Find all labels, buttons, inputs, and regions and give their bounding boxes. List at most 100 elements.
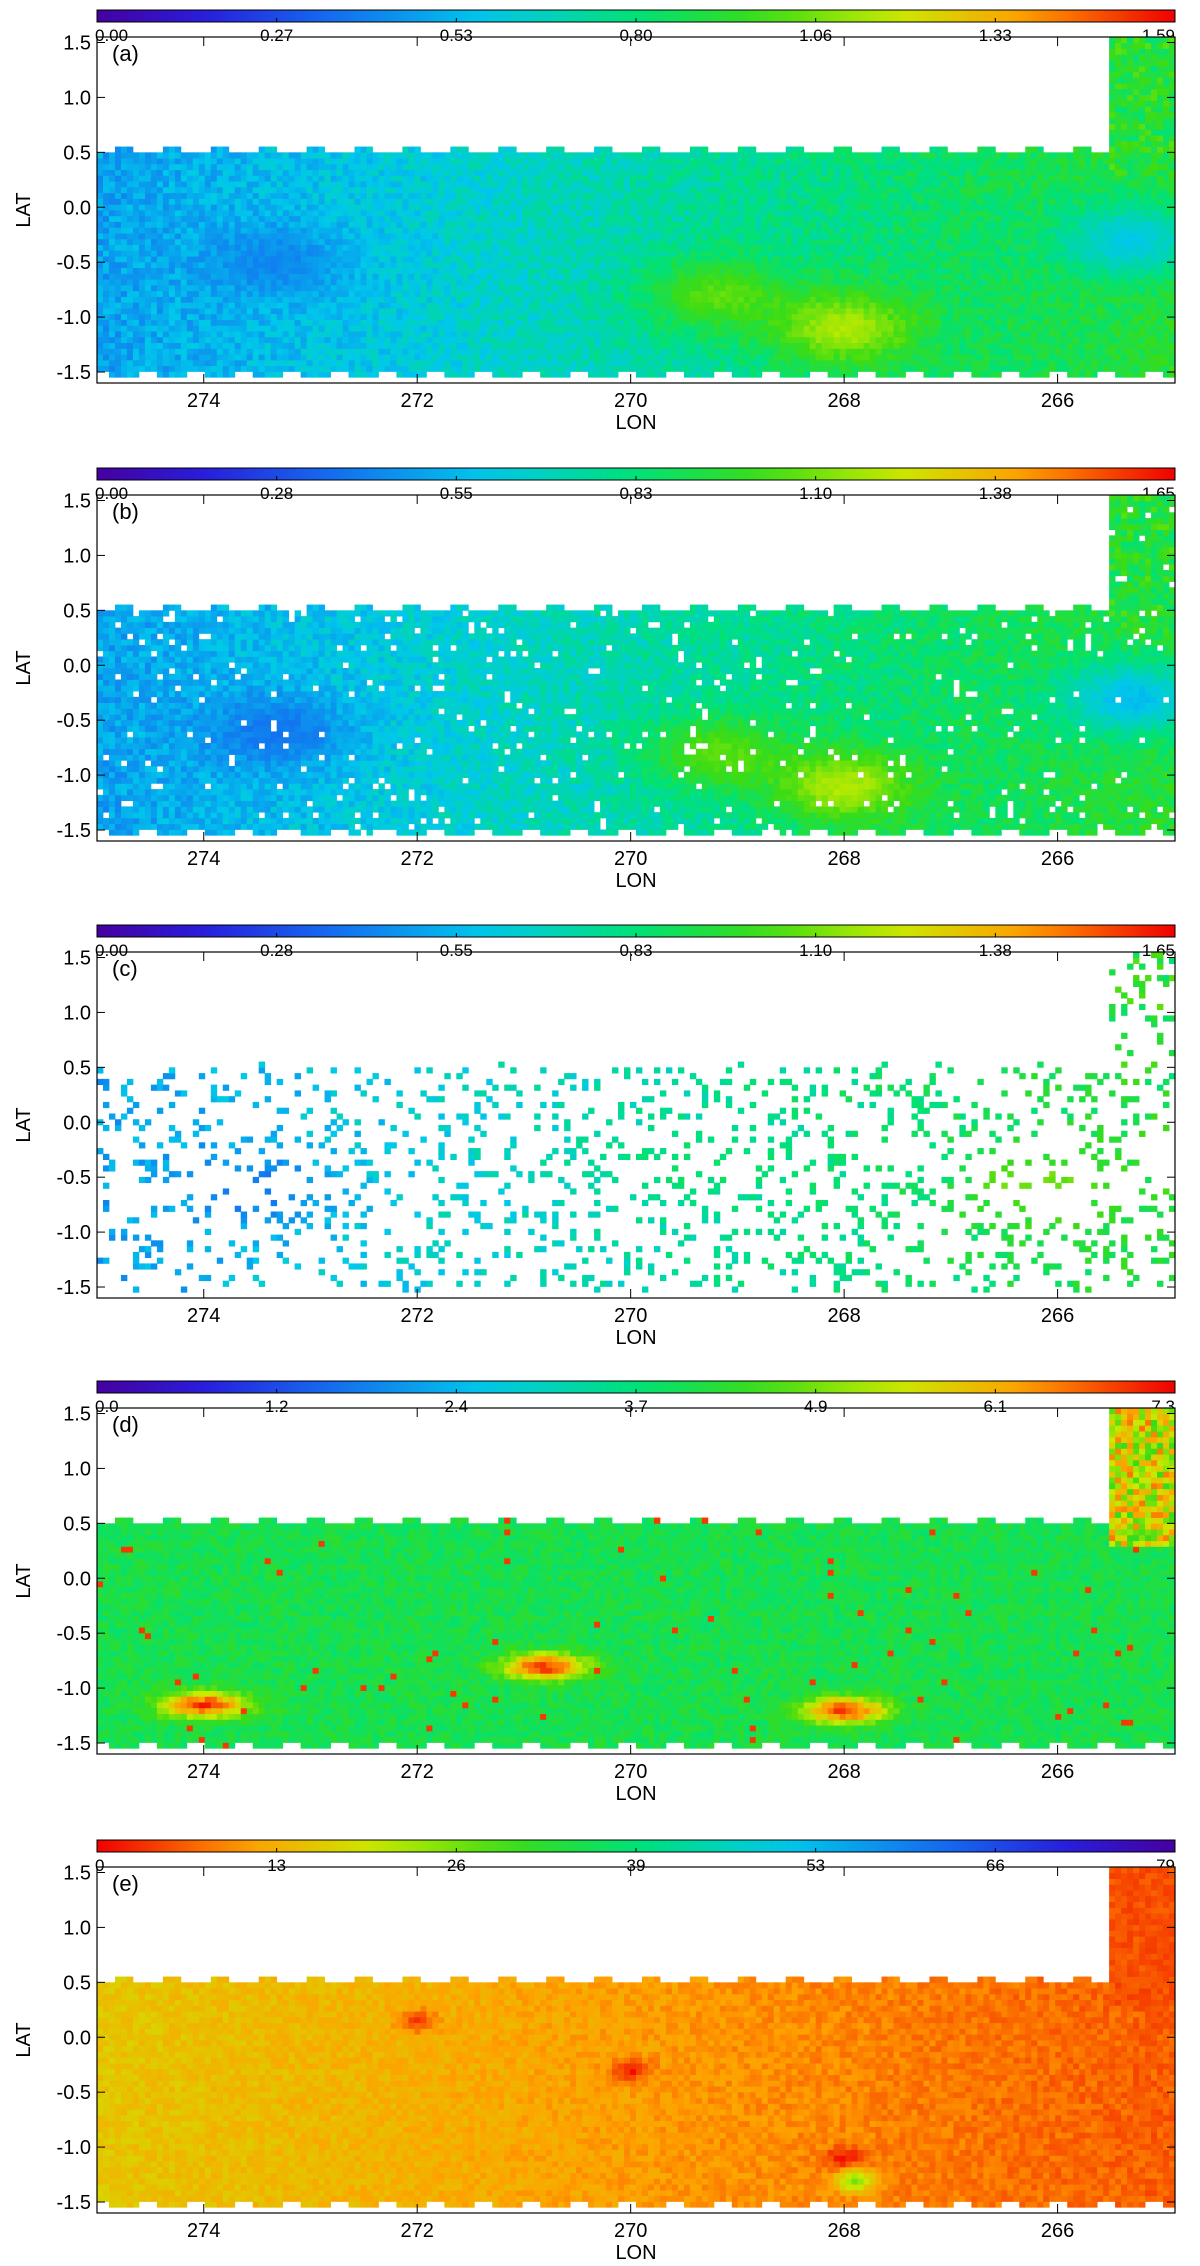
heatmap-cell bbox=[1037, 320, 1043, 326]
heatmap-cell bbox=[666, 348, 672, 354]
heatmap-cell bbox=[894, 371, 900, 377]
heatmap-cell bbox=[732, 314, 738, 320]
heatmap-cell bbox=[181, 366, 187, 372]
heatmap-cell bbox=[133, 360, 139, 366]
heatmap-cell bbox=[1163, 320, 1169, 326]
heatmap-cell bbox=[1061, 348, 1067, 354]
heatmap-cell bbox=[1115, 348, 1121, 354]
heatmap-cell bbox=[265, 366, 271, 372]
heatmap-cell bbox=[361, 360, 367, 366]
heatmap-cell bbox=[103, 320, 109, 326]
heatmap-cell bbox=[888, 320, 894, 326]
heatmap-cell bbox=[343, 354, 349, 360]
heatmap-cell bbox=[450, 314, 456, 320]
heatmap-cell bbox=[169, 320, 175, 326]
heatmap-cell bbox=[947, 325, 953, 331]
heatmap-cell bbox=[1079, 343, 1085, 349]
heatmap-cell bbox=[594, 314, 600, 320]
heatmap-cell bbox=[732, 343, 738, 349]
heatmap-cell bbox=[1151, 320, 1157, 326]
heatmap-cell bbox=[780, 325, 786, 331]
heatmap-cell bbox=[983, 371, 989, 377]
heatmap-cell bbox=[762, 331, 768, 337]
heatmap-cell bbox=[900, 360, 906, 366]
heatmap-cell bbox=[564, 325, 570, 331]
heatmap-cell bbox=[343, 366, 349, 372]
heatmap-cell bbox=[1019, 354, 1025, 360]
heatmap-cell bbox=[205, 320, 211, 326]
heatmap-cell bbox=[983, 348, 989, 354]
heatmap-cell bbox=[516, 371, 522, 377]
heatmap-cell bbox=[678, 366, 684, 372]
heatmap-cell bbox=[810, 343, 816, 349]
heatmap-cell bbox=[199, 337, 205, 343]
heatmap-cell bbox=[408, 325, 414, 331]
heatmap-cell bbox=[1025, 337, 1031, 343]
colorbar-tick-label: 1.06 bbox=[799, 26, 832, 45]
heatmap-cell bbox=[307, 325, 313, 331]
heatmap-cell bbox=[271, 366, 277, 372]
heatmap-cell bbox=[846, 325, 852, 331]
heatmap-cell bbox=[570, 314, 576, 320]
heatmap-cell bbox=[977, 360, 983, 366]
heatmap-cell bbox=[361, 314, 367, 320]
heatmap-cell bbox=[486, 366, 492, 372]
heatmap-cell bbox=[995, 354, 1001, 360]
heatmap-cell bbox=[983, 331, 989, 337]
heatmap-cell bbox=[1145, 348, 1151, 354]
heatmap-cell bbox=[1031, 360, 1037, 366]
heatmap-cell bbox=[1109, 354, 1115, 360]
heatmap-cell bbox=[1043, 360, 1049, 366]
heatmap-cell bbox=[900, 371, 906, 377]
heatmap-cell bbox=[864, 354, 870, 360]
heatmap-cell bbox=[367, 337, 373, 343]
heatmap-cell bbox=[917, 320, 923, 326]
heatmap-cell bbox=[528, 337, 534, 343]
heatmap-cell bbox=[792, 343, 798, 349]
heatmap-cell bbox=[235, 337, 241, 343]
heatmap-cell bbox=[313, 314, 319, 320]
heatmap-cell bbox=[840, 320, 846, 326]
heatmap-cell bbox=[133, 331, 139, 337]
heatmap-cell bbox=[1055, 366, 1061, 372]
heatmap-cell bbox=[97, 337, 103, 343]
heatmap-cell bbox=[804, 366, 810, 372]
heatmap-cell bbox=[145, 366, 151, 372]
heatmap-cell bbox=[1025, 360, 1031, 366]
heatmap-cell bbox=[894, 348, 900, 354]
heatmap-cell bbox=[271, 314, 277, 320]
heatmap-cell bbox=[444, 331, 450, 337]
heatmap-cell bbox=[792, 371, 798, 377]
heatmap-cell bbox=[367, 343, 373, 349]
heatmap-cell bbox=[361, 348, 367, 354]
heatmap-cell bbox=[103, 337, 109, 343]
heatmap-cell bbox=[1001, 325, 1007, 331]
heatmap-cell bbox=[900, 320, 906, 326]
heatmap-cell bbox=[774, 320, 780, 326]
heatmap-cell bbox=[750, 343, 756, 349]
heatmap-cell bbox=[301, 314, 307, 320]
heatmap-cell bbox=[372, 320, 378, 326]
heatmap-cell bbox=[97, 354, 103, 360]
heatmap-cell bbox=[498, 314, 504, 320]
heatmap-cell bbox=[1049, 343, 1055, 349]
heatmap-cell bbox=[756, 343, 762, 349]
heatmap-cell bbox=[858, 354, 864, 360]
heatmap-cell bbox=[738, 331, 744, 337]
heatmap-cell bbox=[408, 354, 414, 360]
heatmap-cell bbox=[97, 325, 103, 331]
heatmap-cell bbox=[1085, 331, 1091, 337]
heatmap-cell bbox=[426, 314, 432, 320]
heatmap-cell bbox=[121, 348, 127, 354]
heatmap-cell bbox=[1103, 320, 1109, 326]
heatmap-cell bbox=[941, 343, 947, 349]
heatmap-cell bbox=[660, 360, 666, 366]
heatmap-cell bbox=[864, 331, 870, 337]
heatmap-cell bbox=[295, 337, 301, 343]
heatmap-cell bbox=[1079, 331, 1085, 337]
heatmap-cell bbox=[983, 325, 989, 331]
heatmap-cell bbox=[456, 343, 462, 349]
heatmap-cell bbox=[834, 343, 840, 349]
heatmap-cell bbox=[283, 337, 289, 343]
heatmap-cell bbox=[331, 348, 337, 354]
